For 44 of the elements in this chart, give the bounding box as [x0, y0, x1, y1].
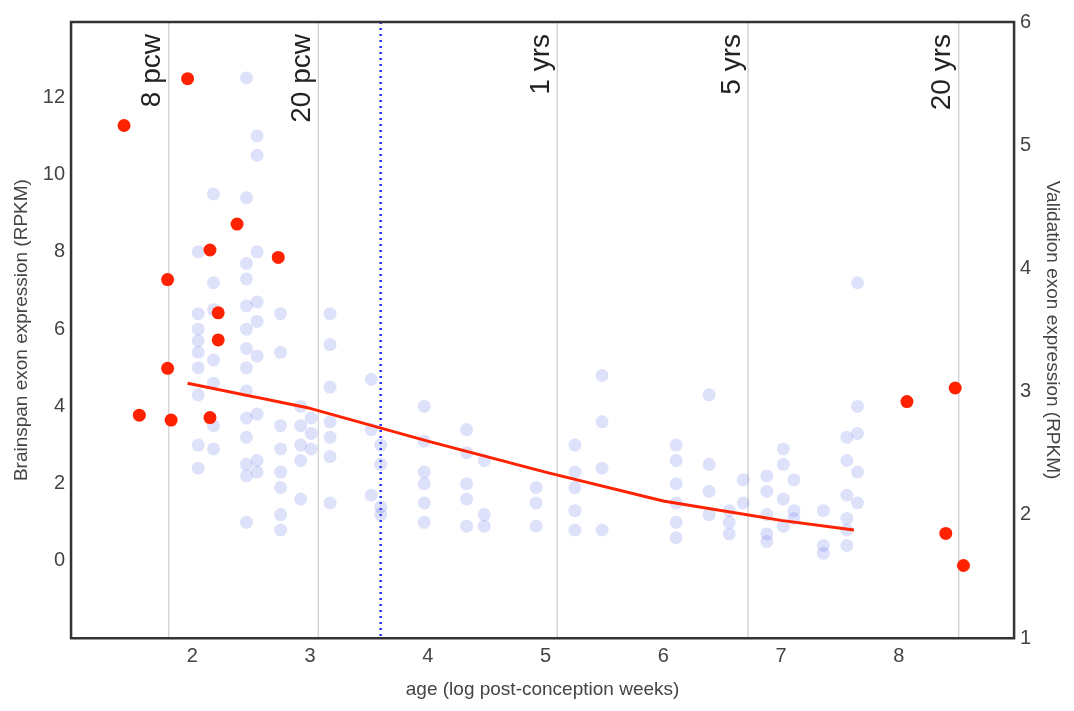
- point: [203, 243, 217, 257]
- y-tick-label: 4: [53, 393, 66, 416]
- y2-tick-label: 2: [1020, 502, 1032, 525]
- point: [939, 526, 953, 540]
- x-tick-label: 5: [539, 643, 552, 666]
- point: [900, 395, 914, 409]
- x-tick-label: 6: [657, 643, 669, 666]
- ref-line-label: 20 pcw: [285, 33, 316, 123]
- point: [211, 306, 225, 320]
- y2-axis-title: Validation exon expression (RPKM): [1043, 180, 1065, 480]
- y2-tick-label: 6: [1020, 9, 1032, 32]
- y2-tick-label: 1: [1020, 625, 1032, 648]
- x-tick-label: 8: [893, 643, 905, 666]
- y-axis-title: Brainspan exon expression (RPKM): [9, 179, 31, 482]
- ref-line-label: 8 pcw: [135, 33, 167, 108]
- point: [164, 413, 178, 427]
- point: [271, 250, 285, 264]
- point: [132, 408, 146, 422]
- x-tick-label: 3: [304, 643, 316, 666]
- x-axis-title: age (log post-conception weeks): [405, 677, 680, 699]
- x-tick-label: 7: [775, 643, 787, 666]
- point: [161, 361, 175, 375]
- ref-line-label: 20 yrs: [925, 34, 957, 111]
- y-tick-label: 0: [53, 548, 66, 571]
- point: [161, 273, 175, 287]
- x-tick-label: 4: [422, 643, 434, 666]
- point: [117, 119, 131, 133]
- y2-tick-label: 3: [1020, 379, 1032, 402]
- point: [203, 411, 217, 425]
- y-tick-label: 6: [53, 316, 66, 339]
- point: [956, 558, 970, 572]
- y-tick-label: 8: [53, 239, 66, 262]
- y-tick-label: 10: [42, 162, 66, 185]
- point: [948, 381, 962, 395]
- x-tick-label: 2: [186, 643, 198, 666]
- point: [230, 217, 244, 231]
- point: [181, 72, 195, 86]
- ref-line-label: 1 yrs: [524, 34, 555, 95]
- point: [211, 333, 225, 347]
- y2-tick-label: 5: [1020, 132, 1032, 155]
- y-tick-label: 12: [42, 84, 66, 107]
- y2-tick-label: 4: [1020, 256, 1032, 278]
- y-tick-label: 2: [53, 471, 66, 494]
- ref-line-label: 5 yrs: [714, 34, 746, 95]
